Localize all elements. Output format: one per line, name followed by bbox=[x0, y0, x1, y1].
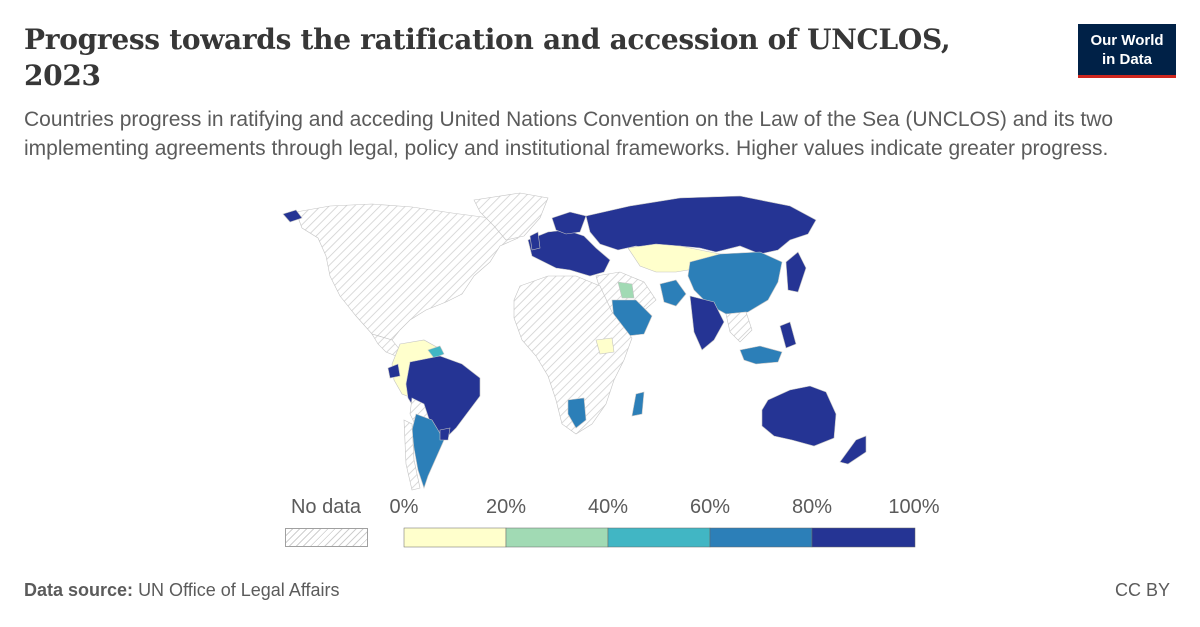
region-indonesia[interactable] bbox=[739, 345, 783, 365]
region-ecuador[interactable] bbox=[387, 363, 401, 379]
legend-no-data-swatch bbox=[285, 528, 368, 547]
region-chile[interactable] bbox=[403, 419, 421, 491]
owid-logo[interactable]: Our World in Data bbox=[1078, 24, 1176, 78]
region-madagascar[interactable] bbox=[631, 391, 645, 417]
region-philippines[interactable] bbox=[779, 321, 797, 349]
region-africa[interactable] bbox=[513, 275, 633, 435]
data-source: Data source: UN Office of Legal Affairs bbox=[24, 580, 340, 601]
legend-tick-40: 40% bbox=[587, 496, 629, 518]
legend-tick-0: 0% bbox=[389, 496, 419, 518]
region-china[interactable] bbox=[687, 251, 783, 315]
legend-bin-80-100 bbox=[811, 527, 916, 548]
legend-tick-100: 100% bbox=[888, 496, 940, 518]
legend-bin-0-20 bbox=[403, 527, 507, 548]
legend-tick-20: 20% bbox=[485, 496, 527, 518]
chart-title: Progress towards the ratification and ac… bbox=[24, 23, 951, 92]
region-uk[interactable] bbox=[529, 231, 541, 251]
legend-scale bbox=[403, 527, 916, 548]
region-uruguay[interactable] bbox=[439, 427, 451, 441]
region-namibia[interactable] bbox=[567, 397, 587, 429]
region-iraq[interactable] bbox=[617, 281, 635, 299]
region-greenland[interactable] bbox=[473, 192, 549, 241]
region-russia[interactable] bbox=[585, 195, 817, 255]
legend-bin-60-80 bbox=[709, 527, 813, 548]
region-north-america[interactable] bbox=[295, 203, 521, 341]
legend-bin-20-40 bbox=[505, 527, 609, 548]
region-australia[interactable] bbox=[761, 385, 837, 447]
region-new-zealand[interactable] bbox=[839, 435, 867, 465]
region-india[interactable] bbox=[689, 295, 725, 351]
legend-bin-40-60 bbox=[607, 527, 711, 548]
region-scandinavia[interactable] bbox=[551, 211, 587, 235]
legend-tick-60: 60% bbox=[689, 496, 731, 518]
region-guianas[interactable] bbox=[427, 345, 445, 359]
legend-no-data-label: No data bbox=[290, 496, 362, 518]
logo-line-1: Our World bbox=[1090, 31, 1164, 49]
data-source-label: Data source: bbox=[24, 580, 134, 600]
region-south-sudan[interactable] bbox=[595, 337, 615, 355]
chart-subtitle: Countries progress in ratifying and acce… bbox=[24, 108, 1114, 160]
license-link[interactable]: CC BY bbox=[1114, 580, 1170, 600]
region-japan[interactable] bbox=[785, 251, 807, 293]
data-source-link[interactable]: UN Office of Legal Affairs bbox=[138, 580, 340, 600]
region-aleutian[interactable] bbox=[282, 209, 303, 223]
region-pakistan[interactable] bbox=[659, 279, 687, 307]
logo-line-2: in Data bbox=[1101, 50, 1152, 68]
region-se-asia[interactable] bbox=[725, 311, 753, 343]
legend-tick-80: 80% bbox=[791, 496, 833, 518]
